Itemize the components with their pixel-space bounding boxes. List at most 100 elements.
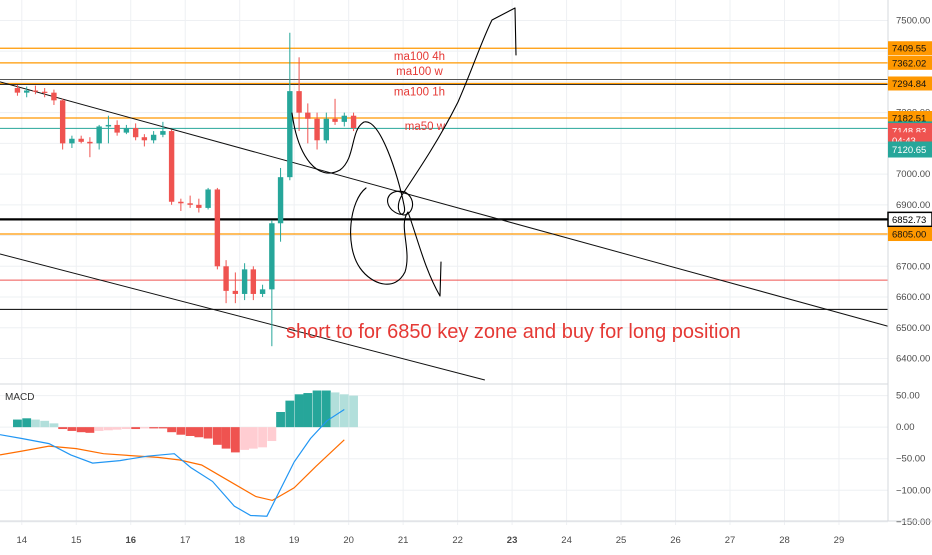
- macd-histogram-bar: [13, 419, 22, 428]
- macd-histogram-bar: [248, 427, 258, 449]
- candle-body: [78, 138, 84, 142]
- macd-histogram-bar: [203, 427, 213, 439]
- candle-body: [187, 203, 193, 205]
- level-annotation-label: ma50 w: [405, 121, 446, 133]
- price-axis-tick-label: 7000.00: [896, 169, 930, 180]
- macd-pane: [0, 383, 932, 517]
- candle-body: [241, 269, 248, 294]
- time-axis-tick-label: 16: [125, 535, 136, 546]
- candle-body: [69, 138, 75, 144]
- macd-histogram-bar: [104, 427, 113, 431]
- trade-note: short to for 6850 key zone and buy for l…: [286, 321, 741, 343]
- freehand-drawing: [291, 7, 517, 297]
- macd-axis-tick-label: −50.00: [896, 454, 925, 465]
- candle-body: [332, 118, 338, 122]
- price-axis-tick-label: 6400.00: [896, 353, 930, 364]
- macd-histogram-bar: [303, 393, 313, 428]
- price-level-tag-text: 7409.55: [892, 44, 926, 55]
- candle-body: [259, 289, 266, 294]
- candle-body: [41, 91, 48, 93]
- candle-body: [178, 201, 184, 204]
- candle-body: [51, 92, 57, 101]
- macd-histogram-bar: [49, 423, 59, 428]
- current-price-tag-text: 7120.65: [892, 145, 926, 156]
- macd-axis-tick-label: 0.00: [896, 422, 915, 433]
- macd-histogram-bar: [194, 427, 204, 438]
- macd-histogram-bar: [267, 427, 277, 442]
- macd-histogram-bar: [121, 427, 131, 430]
- macd-histogram-bar: [221, 427, 231, 449]
- time-axis-tick-label: 19: [289, 535, 300, 546]
- macd-histogram-bar: [339, 394, 349, 428]
- price-level-tag: [888, 41, 932, 56]
- candlesticks: [14, 32, 357, 347]
- macd-histogram-bar: [240, 427, 250, 450]
- trendline: [0, 253, 485, 381]
- price-axis-tick-label: 6600.00: [896, 292, 930, 303]
- candle-body: [168, 131, 175, 202]
- time-axis-tick-label: 26: [670, 535, 681, 546]
- time-axis-tick-label: 20: [343, 535, 354, 546]
- macd-histogram-bar: [31, 419, 40, 428]
- macd-histogram-bar: [212, 427, 222, 445]
- macd-histogram-bar: [76, 427, 86, 433]
- macd-histogram-bar: [285, 400, 295, 428]
- macd-histogram-bar: [258, 427, 267, 448]
- macd-histogram-bar: [22, 418, 32, 428]
- macd-histogram-bar: [167, 427, 177, 433]
- macd-histogram-bar: [149, 427, 159, 429]
- macd-histogram-bar: [312, 390, 322, 428]
- macd-histogram-bar: [58, 427, 68, 430]
- macd-histogram-bar: [230, 427, 240, 453]
- price-axis-tick-label: 7500.00: [896, 15, 930, 26]
- candle-body: [196, 204, 202, 208]
- level-annotations: ma100 4h ma100 w ma100 1h ma50 w: [394, 51, 446, 133]
- trendlines: [0, 81, 889, 381]
- macd-histogram-bar: [139, 427, 149, 429]
- price-axis-tick-label: 6900.00: [896, 200, 930, 211]
- price-level-tag-text: 7182.51: [892, 114, 926, 125]
- time-axis-tick-label: 14: [17, 535, 28, 546]
- time-axis-tick-label: 24: [561, 535, 572, 546]
- current-price-tag-text: 04:43: [892, 136, 916, 147]
- candle-body: [14, 88, 21, 93]
- price-level-tag: [888, 55, 932, 70]
- macd-histogram-bar: [185, 427, 195, 436]
- macd-histogram-bar: [176, 427, 186, 435]
- macd-histogram-bar: [67, 427, 77, 431]
- macd-line: [0, 408, 345, 517]
- candle-body: [87, 141, 93, 144]
- candle-body: [160, 131, 166, 135]
- time-axis-tick-label: 28: [779, 535, 790, 546]
- time-axis-tick-label: 21: [398, 535, 409, 546]
- current-price-tag: [888, 141, 932, 158]
- candle-body: [214, 189, 221, 267]
- candle-body: [232, 290, 239, 294]
- candle-body: [205, 189, 211, 208]
- price-level-tag-text: 6805.00: [892, 230, 926, 241]
- macd-histogram-bar: [85, 427, 95, 433]
- horizontal-levels: [0, 47, 888, 310]
- level-annotation-label: ma100 1h: [394, 86, 445, 98]
- macd-axis-tick-label: −100.00: [896, 485, 931, 496]
- time-axis-tick-label: 22: [452, 535, 463, 546]
- time-axis-tick-label: 25: [616, 535, 627, 546]
- macd-histogram-bar: [349, 395, 358, 428]
- macd-axis-tick-label: −150.00: [896, 517, 931, 528]
- candle-body: [150, 134, 157, 141]
- price-axis-tick-label: 6500.00: [896, 323, 930, 334]
- candle-body: [223, 266, 229, 291]
- candle-body: [96, 126, 102, 144]
- candle-body: [132, 128, 139, 138]
- candle-body: [59, 100, 66, 144]
- candle-body: [350, 115, 357, 128]
- candle-body: [123, 128, 130, 133]
- price-level-tag-text: 6852.73: [892, 215, 926, 226]
- macd-histogram-bar: [40, 420, 50, 428]
- level-annotation-label: ma100 w: [396, 66, 443, 78]
- macd-histogram-bar: [294, 394, 304, 428]
- macd-signal-line: [0, 439, 345, 502]
- level-annotation-label: ma100 4h: [394, 51, 445, 63]
